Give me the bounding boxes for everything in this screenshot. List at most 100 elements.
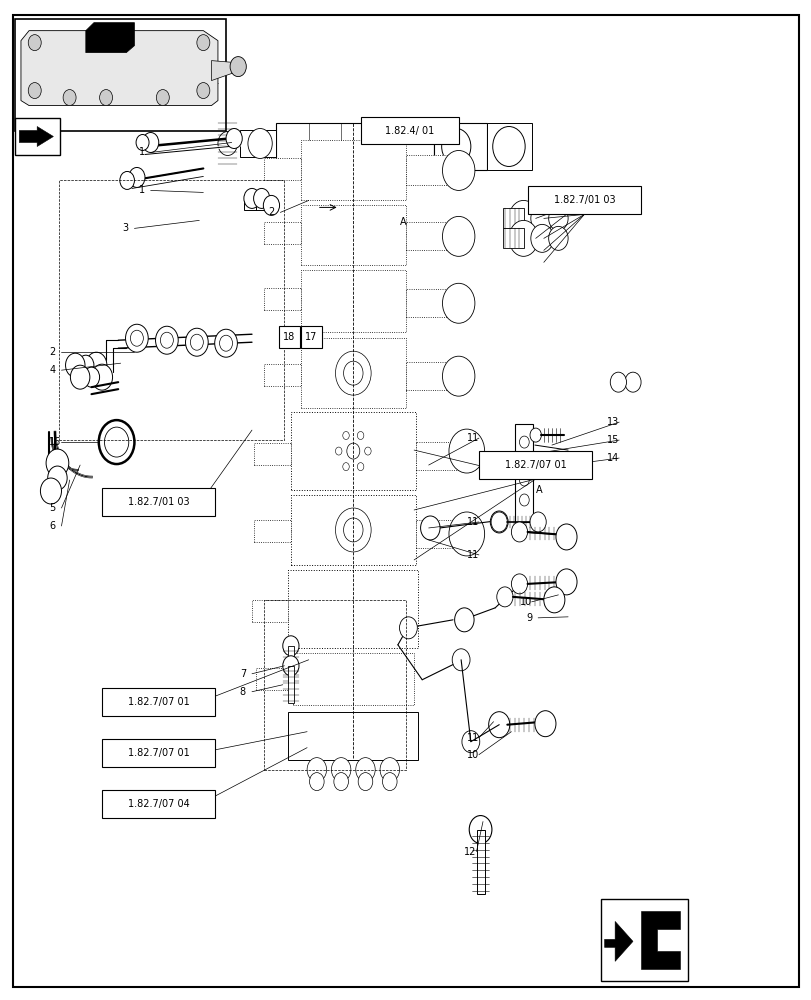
Circle shape <box>196 83 209 99</box>
Circle shape <box>382 773 397 791</box>
Circle shape <box>610 372 626 392</box>
Circle shape <box>46 449 69 477</box>
Circle shape <box>331 758 350 782</box>
Text: 2: 2 <box>268 207 274 217</box>
Circle shape <box>490 511 508 533</box>
Circle shape <box>41 478 62 504</box>
Circle shape <box>84 367 100 387</box>
Bar <box>406 362 448 390</box>
Text: 1: 1 <box>139 185 144 195</box>
Bar <box>503 228 523 248</box>
Bar <box>600 899 687 981</box>
Circle shape <box>511 574 527 594</box>
Bar <box>102 739 215 767</box>
Circle shape <box>548 206 568 230</box>
Circle shape <box>343 518 363 542</box>
Text: 8: 8 <box>239 687 246 697</box>
Text: 15: 15 <box>607 435 619 445</box>
Circle shape <box>530 512 546 532</box>
Text: 1.82.7/07 01: 1.82.7/07 01 <box>504 460 566 470</box>
Circle shape <box>548 226 568 250</box>
Text: A: A <box>535 485 542 495</box>
Bar <box>264 600 406 770</box>
Bar <box>476 830 484 894</box>
Text: 6: 6 <box>49 521 55 531</box>
Text: 18: 18 <box>283 332 295 342</box>
Circle shape <box>263 195 279 215</box>
Text: 11: 11 <box>466 517 478 527</box>
Bar <box>15 118 60 155</box>
Bar <box>264 288 300 310</box>
Bar <box>287 666 294 703</box>
Text: 11: 11 <box>466 550 478 560</box>
Text: 4: 4 <box>49 365 55 375</box>
Bar <box>361 117 458 144</box>
Circle shape <box>120 171 135 189</box>
Bar <box>288 712 418 760</box>
Circle shape <box>469 816 491 844</box>
Circle shape <box>342 463 349 471</box>
Circle shape <box>380 758 399 782</box>
Bar <box>264 222 300 244</box>
Polygon shape <box>21 31 217 106</box>
Bar <box>515 424 533 522</box>
Bar <box>102 688 215 716</box>
Bar <box>300 270 406 332</box>
Circle shape <box>335 351 371 395</box>
Circle shape <box>185 328 208 356</box>
Text: 3: 3 <box>122 223 128 233</box>
Circle shape <box>624 372 641 392</box>
Circle shape <box>364 447 371 455</box>
Bar <box>300 140 406 200</box>
Bar <box>527 186 640 214</box>
Text: 7: 7 <box>239 669 246 679</box>
Text: 1.82.7/07 01: 1.82.7/07 01 <box>127 697 190 707</box>
Circle shape <box>530 204 553 232</box>
Circle shape <box>357 432 363 439</box>
Text: 1.82.7/07 01: 1.82.7/07 01 <box>127 748 190 758</box>
Bar <box>434 123 487 170</box>
Circle shape <box>461 731 479 753</box>
Bar <box>406 155 448 185</box>
Circle shape <box>511 522 527 542</box>
Circle shape <box>156 326 178 354</box>
Bar <box>59 180 284 440</box>
Circle shape <box>556 569 577 595</box>
Polygon shape <box>19 127 54 146</box>
Bar <box>254 443 290 465</box>
Circle shape <box>448 429 484 473</box>
Circle shape <box>343 361 363 385</box>
Circle shape <box>333 773 348 791</box>
Text: 2: 2 <box>49 347 55 357</box>
Circle shape <box>282 636 298 656</box>
Circle shape <box>143 133 159 152</box>
Bar <box>487 123 531 170</box>
Text: 13: 13 <box>607 417 619 427</box>
Circle shape <box>157 90 169 106</box>
Circle shape <box>63 90 76 106</box>
Bar <box>290 412 415 490</box>
Circle shape <box>346 443 359 459</box>
Circle shape <box>399 617 417 639</box>
Circle shape <box>225 129 242 148</box>
Bar <box>15 19 225 131</box>
Circle shape <box>357 463 363 471</box>
Circle shape <box>519 436 529 448</box>
Circle shape <box>253 188 269 208</box>
Bar <box>290 495 415 565</box>
Circle shape <box>508 200 538 236</box>
Bar <box>264 364 300 386</box>
Bar <box>503 208 523 228</box>
Bar <box>102 488 215 516</box>
Circle shape <box>66 353 85 377</box>
Circle shape <box>28 35 41 51</box>
Text: 11: 11 <box>466 433 478 443</box>
Bar <box>276 123 434 160</box>
Circle shape <box>131 330 144 346</box>
Bar <box>478 451 591 479</box>
Circle shape <box>519 454 529 466</box>
Polygon shape <box>641 911 679 969</box>
Circle shape <box>86 352 107 378</box>
Bar <box>300 326 321 348</box>
Polygon shape <box>211 61 239 81</box>
